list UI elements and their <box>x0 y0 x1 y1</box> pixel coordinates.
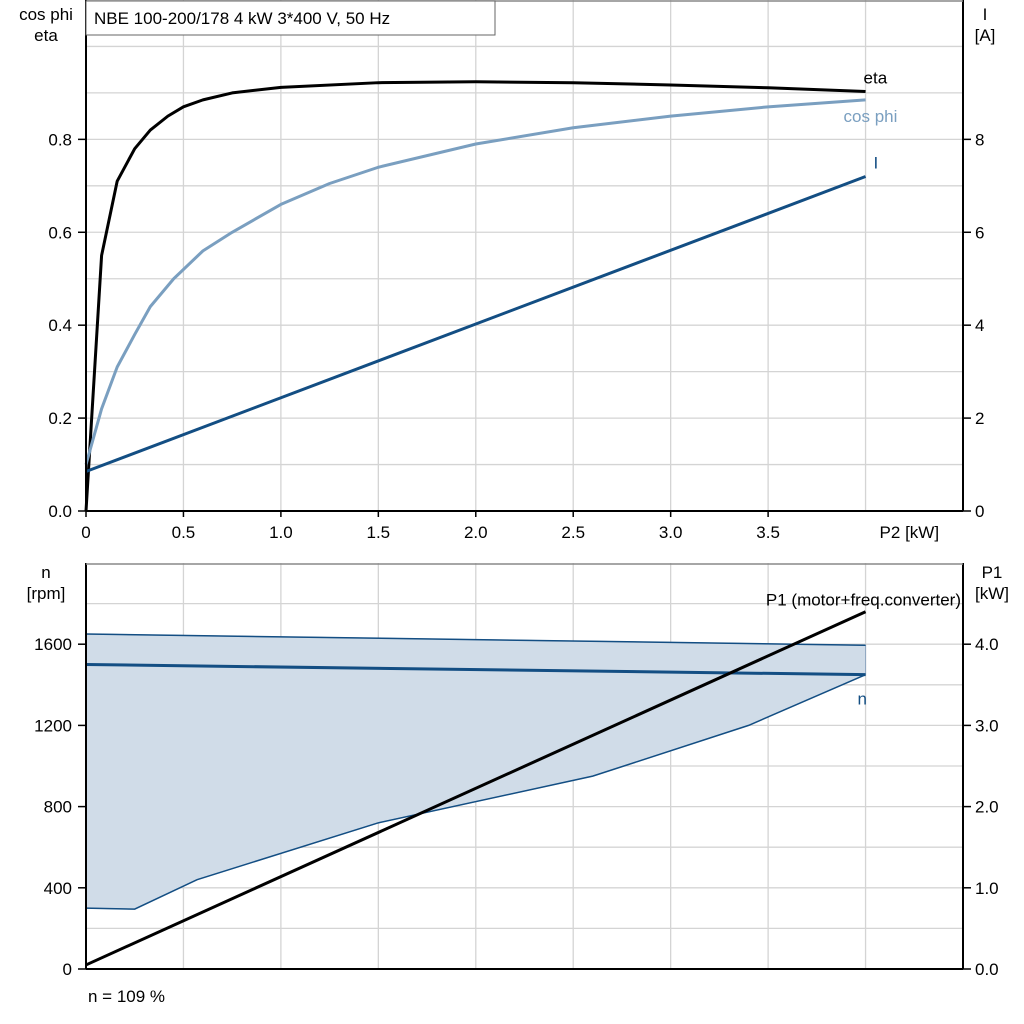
y-axis-label-right-unit: [kW] <box>975 584 1009 603</box>
series-line-n <box>85 663 866 677</box>
series-line-eta <box>84 80 866 512</box>
series-label: eta <box>864 69 888 88</box>
y-tick-label-right: 1.0 <box>975 879 999 898</box>
x-tick-label: 0.5 <box>172 523 196 542</box>
x-axis-label: P2 [kW] <box>880 523 940 542</box>
y-tick-label-right: 2 <box>975 409 984 428</box>
series-label: n <box>858 690 867 709</box>
y-tick-label-left: 0.0 <box>48 502 72 521</box>
x-tick-label: 1.5 <box>367 523 391 542</box>
series-line-cos <box>84 98 866 465</box>
y-axis-label-left: n <box>41 563 50 582</box>
min-speed-boundary <box>85 673 866 910</box>
y-axis-label-left: cos phi <box>19 5 73 24</box>
y-tick-label-left: 0.6 <box>48 223 72 242</box>
y-tick-label-right: 4.0 <box>975 635 999 654</box>
y-axis-label-right: P1 <box>982 563 1003 582</box>
x-tick-label: 0 <box>81 523 90 542</box>
y-tick-label-right: 2.0 <box>975 798 999 817</box>
x-tick-label: 3.0 <box>659 523 683 542</box>
x-tick-label: 3.5 <box>756 523 780 542</box>
y-tick-label-left: 400 <box>44 879 72 898</box>
y-tick-label-left: 0.8 <box>48 130 72 149</box>
series-label: cos phi <box>844 107 898 126</box>
y-tick-label-left: 0.4 <box>48 316 72 335</box>
max-speed-boundary <box>85 633 866 646</box>
speed-annotation: n = 109 % <box>88 987 165 1006</box>
speed-power-chart: n P1 (motor+freq.converter) 0 400 800 1200 160… <box>27 563 1009 1006</box>
chart-title: NBE 100-200/178 4 kW 3*400 V, 50 Hz <box>94 9 390 28</box>
y-axis-label-right: I <box>983 5 988 24</box>
y-axis-label-left-unit: [rpm] <box>27 584 66 603</box>
efficiency-chart: eta cos phi I 0.0 0.2 0.4 0.6 0.8 0 2 4 6 8 0 0.5 1.0 1.… <box>19 0 995 542</box>
x-tick-label: 2.5 <box>561 523 585 542</box>
y-tick-label-right: 4 <box>975 316 984 335</box>
title-box <box>85 0 496 36</box>
series-label: I <box>874 154 879 173</box>
y-tick-label-left: 0 <box>63 960 72 979</box>
y-tick-label-right: 6 <box>975 223 984 242</box>
y-tick-label-left: 1200 <box>34 716 72 735</box>
y-tick-label-left: 0.2 <box>48 409 72 428</box>
y-tick-label-right: 8 <box>975 130 984 149</box>
y-tick-label-left: 800 <box>44 798 72 817</box>
y-tick-label-right: 0 <box>975 502 984 521</box>
y-axis-label-left-unit: eta <box>34 26 58 45</box>
y-tick-label-right: 0.0 <box>975 960 999 979</box>
y-tick-label-left: 1600 <box>34 635 72 654</box>
series-line-i <box>85 175 867 473</box>
series-line-p1 <box>85 610 867 967</box>
x-tick-label: 1.0 <box>269 523 293 542</box>
series-label: P1 (motor+freq.converter) <box>766 591 961 610</box>
y-tick-label-right: 3.0 <box>975 716 999 735</box>
y-axis-label-right-unit: [A] <box>975 26 996 45</box>
x-tick-label: 2.0 <box>464 523 488 542</box>
